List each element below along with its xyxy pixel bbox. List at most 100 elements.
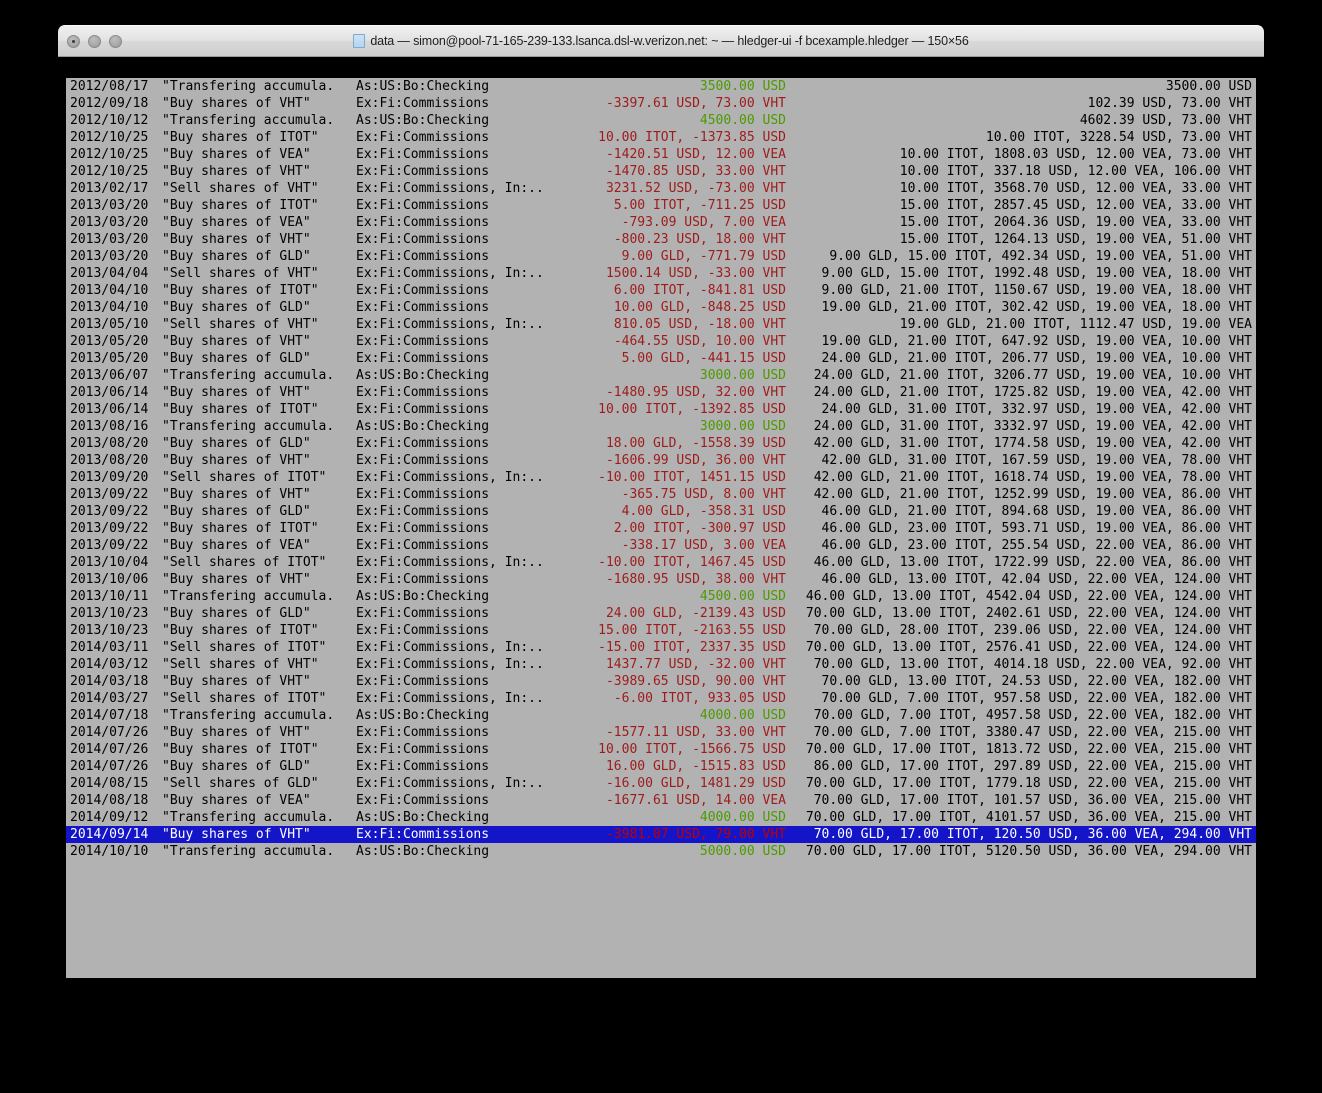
row-description: "Buy shares of VEA" bbox=[162, 147, 311, 162]
table-row[interactable]: 2013/06/07 "Transfering accumula.. As:US:B… bbox=[66, 367, 1256, 384]
row-change: -365.75 USD, 8.00 VHT bbox=[621, 487, 786, 502]
table-row[interactable]: 2014/03/11 "Sell shares of ITOT" Ex:Fi:Com… bbox=[66, 639, 1256, 656]
table-row[interactable]: 2013/09/22 "Buy shares of GLD" Ex:Fi:Commi… bbox=[66, 503, 1256, 520]
row-description: "Transfering accumula.. bbox=[162, 368, 332, 383]
row-description: "Buy shares of ITOT" bbox=[162, 521, 319, 536]
minimize-button[interactable] bbox=[88, 35, 101, 48]
row-description: "Transfering accumula.. bbox=[162, 113, 332, 128]
row-account: Ex:Fi:Commissions, In:.. bbox=[356, 555, 544, 570]
table-row[interactable]: 2012/09/18 "Buy shares of VHT" Ex:Fi:Commi… bbox=[66, 95, 1256, 112]
row-account: Ex:Fi:Commissions bbox=[356, 249, 490, 264]
table-row[interactable]: 2014/09/14 "Buy shares of VHT" Ex:Fi:Commi… bbox=[66, 826, 1256, 843]
table-row[interactable]: 2013/03/20 "Buy shares of VHT" Ex:Fi:Commi… bbox=[66, 231, 1256, 248]
table-row[interactable]: 2012/10/25 "Buy shares of ITOT" Ex:Fi:Comm… bbox=[66, 129, 1256, 146]
row-date: 2014/10/10 bbox=[70, 844, 149, 859]
table-row[interactable]: 2013/10/23 "Buy shares of GLD" Ex:Fi:Commi… bbox=[66, 605, 1256, 622]
row-date: 2013/10/23 bbox=[70, 623, 149, 638]
table-row[interactable]: 2013/10/23 "Buy shares of ITOT" Ex:Fi:Comm… bbox=[66, 622, 1256, 639]
row-change: -1606.99 USD, 36.00 VHT bbox=[605, 453, 786, 468]
table-row[interactable]: 2014/09/12 "Transfering accumula.. As:US:B… bbox=[66, 809, 1256, 826]
table-row[interactable]: 2012/10/25 "Buy shares of VEA" Ex:Fi:Commi… bbox=[66, 146, 1256, 163]
table-row[interactable]: 2013/06/14 "Buy shares of ITOT" Ex:Fi:Comm… bbox=[66, 401, 1256, 418]
transactions-list[interactable]: 2012/08/17 "Transfering accumula.. As:US:B… bbox=[66, 78, 1256, 978]
close-button[interactable] bbox=[67, 35, 80, 48]
row-date: 2014/07/26 bbox=[70, 759, 149, 774]
row-account: Ex:Fi:Commissions, In:.. bbox=[356, 776, 544, 791]
table-row[interactable]: 2012/08/17 "Transfering accumula.. As:US:B… bbox=[66, 78, 1256, 95]
table-row[interactable]: 2013/10/11 "Transfering accumula.. As:US:B… bbox=[66, 588, 1256, 605]
row-description: "Buy shares of VHT" bbox=[162, 453, 311, 468]
table-row[interactable]: 2013/04/10 "Buy shares of ITOT" Ex:Fi:Comm… bbox=[66, 282, 1256, 299]
row-description: "Buy shares of VEA" bbox=[162, 215, 311, 230]
table-row[interactable]: 2013/05/20 "Buy shares of VHT" Ex:Fi:Commi… bbox=[66, 333, 1256, 350]
table-row[interactable]: 2014/10/10 "Transfering accumula.. As:US:B… bbox=[66, 843, 1256, 860]
row-change: 3000.00 USD bbox=[699, 368, 786, 383]
row-balance: 15.00 ITOT, 2064.36 USD, 19.00 VEA, 33.0… bbox=[899, 215, 1252, 230]
table-row[interactable]: 2013/03/20 "Buy shares of VEA" Ex:Fi:Commi… bbox=[66, 214, 1256, 231]
row-balance: 10.00 ITOT, 3568.70 USD, 12.00 VEA, 33.0… bbox=[899, 181, 1252, 196]
table-row[interactable]: 2014/03/27 "Sell shares of ITOT" Ex:Fi:Com… bbox=[66, 690, 1256, 707]
table-row[interactable]: 2014/07/26 "Buy shares of ITOT" Ex:Fi:Comm… bbox=[66, 741, 1256, 758]
window-controls[interactable] bbox=[67, 35, 122, 48]
row-change: 1500.14 USD, -33.00 VHT bbox=[605, 266, 786, 281]
hledger-header-bar: ──────────────────────────────── Assets:… bbox=[66, 59, 1256, 76]
table-row[interactable]: 2013/03/20 "Buy shares of GLD" Ex:Fi:Commi… bbox=[66, 248, 1256, 265]
row-balance: 70.00 GLD, 17.00 ITOT, 5120.50 USD, 36.0… bbox=[805, 844, 1252, 859]
table-row[interactable]: 2013/08/20 "Buy shares of VHT" Ex:Fi:Commi… bbox=[66, 452, 1256, 469]
table-row[interactable]: 2014/03/12 "Sell shares of VHT" Ex:Fi:Comm… bbox=[66, 656, 1256, 673]
table-row[interactable]: 2013/08/20 "Buy shares of GLD" Ex:Fi:Commi… bbox=[66, 435, 1256, 452]
terminal-window: data — simon@pool-71-165-239-133.lsanca.… bbox=[58, 25, 1264, 1021]
row-balance: 70.00 GLD, 13.00 ITOT, 24.53 USD, 22.00 … bbox=[821, 674, 1252, 689]
row-balance: 4602.39 USD, 73.00 VHT bbox=[1079, 113, 1252, 128]
row-balance: 70.00 GLD, 7.00 ITOT, 957.58 USD, 22.00 … bbox=[821, 691, 1252, 706]
window-titlebar[interactable]: data — simon@pool-71-165-239-133.lsanca.… bbox=[58, 25, 1264, 57]
row-account: As:US:Bo:Checking bbox=[356, 79, 490, 94]
row-change: 6.00 ITOT, -841.81 USD bbox=[613, 283, 786, 298]
row-account: Ex:Fi:Commissions bbox=[356, 147, 490, 162]
table-row[interactable]: 2014/08/15 "Sell shares of GLD" Ex:Fi:Comm… bbox=[66, 775, 1256, 792]
row-balance: 19.00 GLD, 21.00 ITOT, 1112.47 USD, 19.0… bbox=[899, 317, 1252, 332]
table-row[interactable]: 2013/10/04 "Sell shares of ITOT" Ex:Fi:Com… bbox=[66, 554, 1256, 571]
row-description: "Buy shares of ITOT" bbox=[162, 283, 319, 298]
table-row[interactable]: 2013/03/20 "Buy shares of ITOT" Ex:Fi:Comm… bbox=[66, 197, 1256, 214]
table-row[interactable]: 2013/09/22 "Buy shares of VEA" Ex:Fi:Commi… bbox=[66, 537, 1256, 554]
table-row[interactable]: 2012/10/25 "Buy shares of VHT" Ex:Fi:Commi… bbox=[66, 163, 1256, 180]
table-row[interactable]: 2013/08/16 "Transfering accumula.. As:US:B… bbox=[66, 418, 1256, 435]
table-row[interactable]: 2013/05/10 "Sell shares of VHT" Ex:Fi:Comm… bbox=[66, 316, 1256, 333]
row-change: 5000.00 USD bbox=[699, 844, 786, 859]
row-change: 10.00 ITOT, -1566.75 USD bbox=[598, 742, 786, 757]
row-date: 2013/10/11 bbox=[70, 589, 149, 604]
table-row[interactable]: 2014/07/26 "Buy shares of GLD" Ex:Fi:Commi… bbox=[66, 758, 1256, 775]
row-description: "Buy shares of ITOT" bbox=[162, 130, 319, 145]
table-row[interactable]: 2013/04/10 "Buy shares of GLD" Ex:Fi:Commi… bbox=[66, 299, 1256, 316]
table-row[interactable]: 2013/04/04 "Sell shares of VHT" Ex:Fi:Comm… bbox=[66, 265, 1256, 282]
table-row[interactable]: 2013/09/22 "Buy shares of VHT" Ex:Fi:Commi… bbox=[66, 486, 1256, 503]
row-description: "Buy shares of VHT" bbox=[162, 96, 311, 111]
row-account: Ex:Fi:Commissions bbox=[356, 232, 490, 247]
table-row[interactable]: 2013/02/17 "Sell shares of VHT" Ex:Fi:Comm… bbox=[66, 180, 1256, 197]
row-date: 2014/09/12 bbox=[70, 810, 149, 825]
row-account: Ex:Fi:Commissions bbox=[356, 742, 490, 757]
row-balance: 70.00 GLD, 28.00 ITOT, 239.06 USD, 22.00… bbox=[813, 623, 1252, 638]
table-row[interactable]: 2013/09/22 "Buy shares of ITOT" Ex:Fi:Comm… bbox=[66, 520, 1256, 537]
row-description: "Buy shares of GLD" bbox=[162, 504, 311, 519]
row-balance: 24.00 GLD, 21.00 ITOT, 3206.77 USD, 19.0… bbox=[813, 368, 1252, 383]
row-balance: 10.00 ITOT, 3228.54 USD, 73.00 VHT bbox=[985, 130, 1252, 145]
table-row[interactable]: 2013/06/14 "Buy shares of VHT" Ex:Fi:Commi… bbox=[66, 384, 1256, 401]
row-account: Ex:Fi:Commissions bbox=[356, 351, 490, 366]
table-row[interactable]: 2013/10/06 "Buy shares of VHT" Ex:Fi:Commi… bbox=[66, 571, 1256, 588]
row-change: -800.23 USD, 18.00 VHT bbox=[613, 232, 786, 247]
table-row[interactable]: 2014/03/18 "Buy shares of VHT" Ex:Fi:Commi… bbox=[66, 673, 1256, 690]
row-change: 4500.00 USD bbox=[699, 589, 786, 604]
table-row[interactable]: 2012/10/12 "Transfering accumula.. As:US:B… bbox=[66, 112, 1256, 129]
window-title: data — simon@pool-71-165-239-133.lsanca.… bbox=[370, 34, 969, 48]
table-row[interactable]: 2013/09/20 "Sell shares of ITOT" Ex:Fi:Com… bbox=[66, 469, 1256, 486]
row-account: Ex:Fi:Commissions, In:.. bbox=[356, 181, 544, 196]
table-row[interactable]: 2014/08/18 "Buy shares of VEA" Ex:Fi:Commi… bbox=[66, 792, 1256, 809]
table-row[interactable]: 2014/07/26 "Buy shares of VHT" Ex:Fi:Commi… bbox=[66, 724, 1256, 741]
row-date: 2013/04/10 bbox=[70, 300, 149, 315]
zoom-button[interactable] bbox=[109, 35, 122, 48]
table-row[interactable]: 2013/05/20 "Buy shares of GLD" Ex:Fi:Commi… bbox=[66, 350, 1256, 367]
row-date: 2013/05/20 bbox=[70, 334, 149, 349]
table-row[interactable]: 2014/07/18 "Transfering accumula.. As:US:B… bbox=[66, 707, 1256, 724]
